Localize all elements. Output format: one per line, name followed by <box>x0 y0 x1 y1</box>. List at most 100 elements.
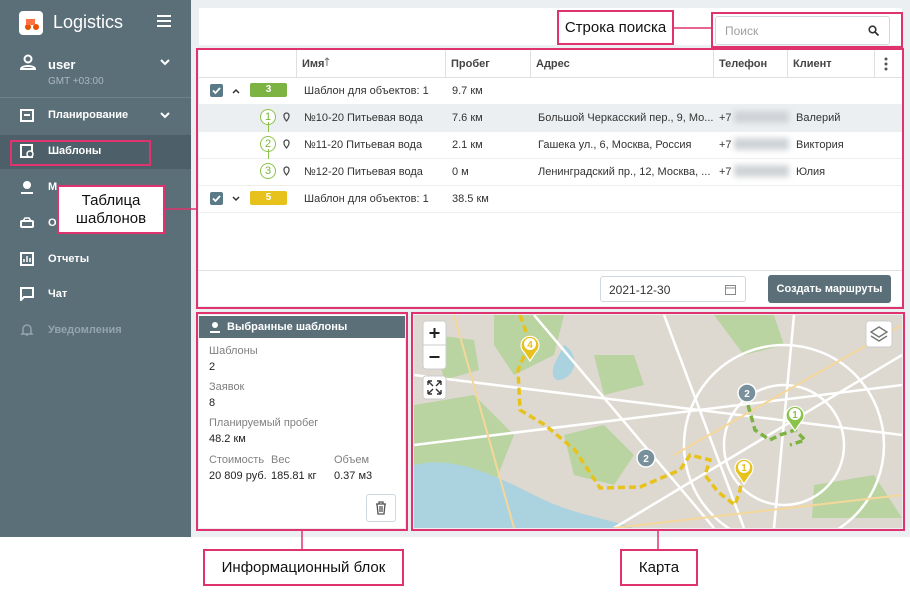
cell: 9.7 км <box>452 85 483 97</box>
expand-toggle <box>232 196 240 202</box>
create-routes-button[interactable]: Создать маршруты <box>768 275 891 303</box>
user-expand[interactable] <box>160 59 170 66</box>
column-header[interactable]: Клиент <box>793 58 832 70</box>
cell: Валерий <box>796 112 841 124</box>
column-header[interactable]: Адрес <box>536 58 570 70</box>
logo-icon <box>25 19 39 30</box>
annotation: Строка поиска <box>557 10 674 45</box>
info-value: 8 <box>209 397 216 409</box>
menu-label: О <box>48 217 57 229</box>
layers-button[interactable] <box>865 320 893 348</box>
cell: Большой Черкасский пер., 9, Мо... <box>538 112 714 124</box>
highlight-info <box>196 312 408 531</box>
column-separator <box>787 50 788 77</box>
app-title: Logistics <box>53 12 124 32</box>
map-marker-label: 4 <box>527 340 533 351</box>
stop-index: 2 <box>260 136 276 152</box>
count-badge: 5 <box>250 191 287 205</box>
menu-label: Уведомления <box>48 324 122 336</box>
logo <box>19 11 43 35</box>
info-icon <box>210 322 220 333</box>
search-placeholder: Поиск <box>725 24 759 38</box>
search-box[interactable]: Поиск <box>715 16 890 45</box>
cell: Шаблон для объектов: 1 <box>304 193 429 205</box>
row-border <box>199 158 902 159</box>
column-header[interactable]: Пробег <box>451 58 490 70</box>
map-pin-center <box>524 338 536 350</box>
map-roads <box>414 315 902 528</box>
count-badge: 3 <box>250 83 287 97</box>
cell: Виктория <box>796 139 844 151</box>
cell: +7 <box>719 139 732 151</box>
divider <box>0 97 191 98</box>
cell: 2.1 км <box>452 139 483 151</box>
menu-item[interactable]: Отчеты <box>0 243 191 277</box>
phone-blur <box>734 165 789 177</box>
menu-label: Шаблоны <box>48 145 102 157</box>
delete-button[interactable] <box>366 494 396 522</box>
info-value: 2 <box>209 361 216 373</box>
pin-icon <box>283 139 290 149</box>
menu-item-disabled: Уведомления <box>0 314 191 348</box>
highlight-menu <box>10 140 151 166</box>
phone-blur <box>734 111 789 123</box>
expand-toggle <box>232 88 240 94</box>
date-input[interactable]: 2021-12-30 <box>600 276 746 302</box>
row-border <box>199 212 902 213</box>
map[interactable]: 4 2 2 1 1 <box>414 315 902 528</box>
menu-label: М <box>48 181 58 193</box>
info-value: 185.81 кг <box>271 470 317 482</box>
map-marker-label: 2 <box>643 454 649 465</box>
column-header[interactable]: Имя <box>302 58 325 70</box>
column-menu <box>884 57 888 71</box>
annotation: Карта <box>620 549 698 586</box>
route-yellow <box>516 315 746 508</box>
cell: №11-20 Питьевая вода <box>304 139 423 151</box>
menu-label: Отчеты <box>48 253 90 265</box>
date-value: 2021-12-30 <box>609 283 671 297</box>
pin-icon <box>283 166 290 176</box>
highlight-map <box>411 312 905 531</box>
cell: +7 <box>719 166 732 178</box>
icon <box>21 181 33 194</box>
row-border <box>199 131 902 132</box>
pin-icon <box>283 112 290 122</box>
column-separator <box>530 50 531 77</box>
map-pin-center <box>738 461 750 473</box>
checkbox <box>210 192 223 205</box>
footer-border <box>199 270 902 271</box>
column-header[interactable]: Телефон <box>719 58 768 70</box>
menu-label: Планирование <box>48 109 129 121</box>
map-marker-label: 1 <box>741 463 747 474</box>
menu-item[interactable]: Чат <box>0 278 191 312</box>
icon <box>20 217 34 228</box>
info-value: 0.37 м3 <box>334 470 373 482</box>
highlight-table <box>196 48 904 309</box>
user-timezone: GMT +03:00 <box>48 76 104 87</box>
phone-blur <box>734 138 789 150</box>
menu-item[interactable]: Планирование <box>0 99 191 133</box>
menu-item[interactable]: М <box>0 171 191 205</box>
icon <box>20 144 34 158</box>
stop-index: 1 <box>260 109 276 125</box>
column-separator <box>445 50 446 77</box>
expand <box>160 112 170 119</box>
map-marker-label: 2 <box>744 389 750 400</box>
info-label: Объем <box>334 454 370 466</box>
map-cluster <box>737 383 757 403</box>
info-label: Заявок <box>209 381 245 393</box>
cell: Гашека ул., 6, Москва, Россия <box>538 139 692 151</box>
templates-table: Имя Пробег Адрес Телефон Клиент 3 Шаблон для о… <box>199 50 902 306</box>
cell: +7 <box>719 112 732 124</box>
sort-icon <box>324 57 330 66</box>
search-icon <box>868 25 879 36</box>
icon <box>20 324 34 336</box>
column-separator <box>296 50 297 77</box>
info-header: Выбранные шаблоны <box>199 316 405 338</box>
zoom-in[interactable] <box>429 328 440 338</box>
annotation: Таблица шаблонов <box>57 185 165 234</box>
column-separator <box>713 50 714 77</box>
menu-item[interactable]: О <box>0 207 191 241</box>
menu-toggle[interactable] <box>157 15 171 27</box>
